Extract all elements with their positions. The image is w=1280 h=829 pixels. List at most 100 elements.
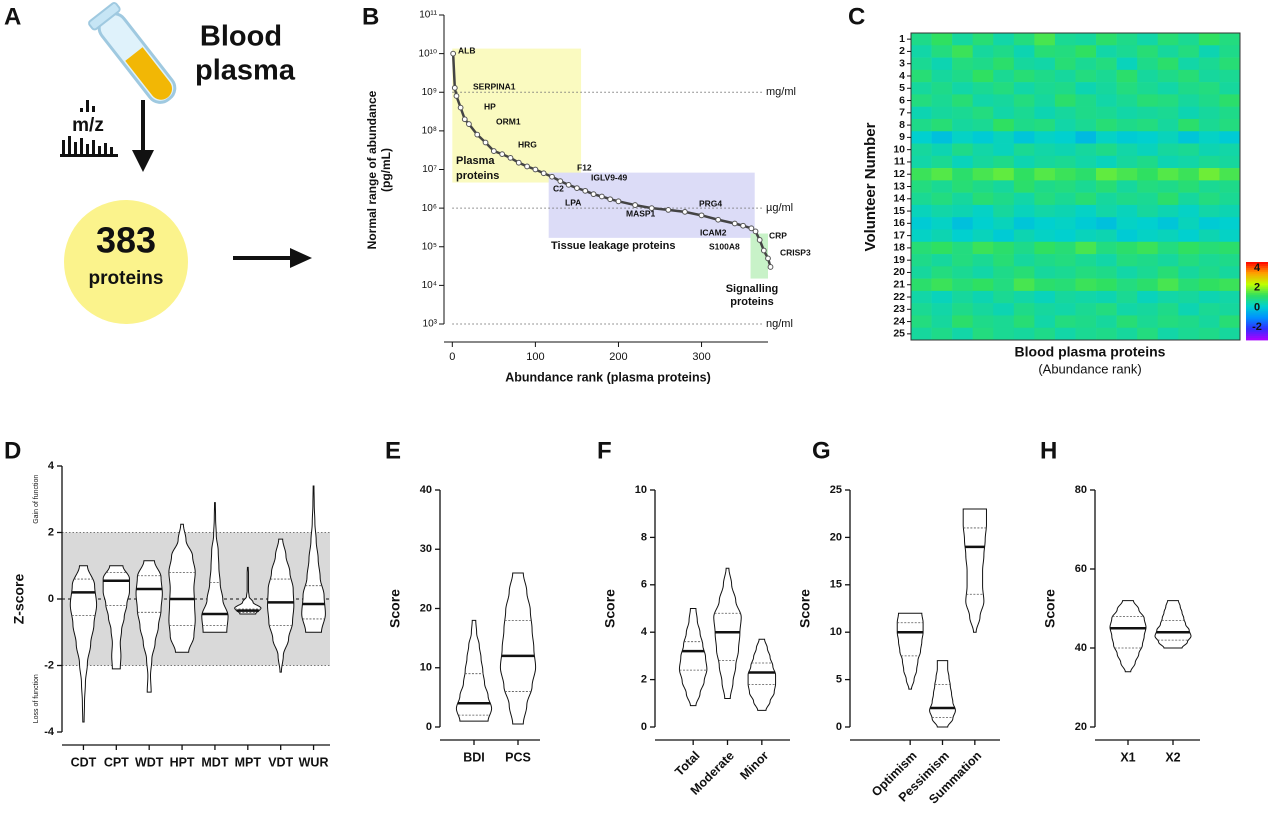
heat-cell (1116, 290, 1138, 304)
heat-cell (1137, 118, 1159, 132)
y-tick-label: 25 (893, 328, 905, 340)
y-tick-label: 6 (899, 94, 905, 106)
heat-cell (1096, 45, 1117, 58)
heat-cell (972, 118, 994, 132)
heat-cell (1198, 229, 1220, 243)
heat-cell (1096, 204, 1117, 218)
point (574, 185, 580, 191)
heat-cell (1075, 33, 1097, 46)
heat-cell (1075, 290, 1097, 304)
heat-cell (1075, 180, 1097, 193)
heat-cell (1198, 303, 1220, 316)
heat-cell (1157, 168, 1179, 181)
violin (929, 660, 956, 728)
heat-cell (931, 82, 953, 95)
heat-cell (1034, 94, 1056, 107)
heat-cell (1198, 241, 1220, 255)
heat-cell (1013, 192, 1035, 206)
heat-cell (1054, 131, 1076, 144)
y-tick-label: 23 (893, 303, 905, 315)
heat-cell (1198, 168, 1220, 181)
heat-cell (1198, 45, 1220, 58)
heat-cell (1219, 82, 1241, 95)
heat-cell (911, 229, 932, 243)
heat-cell (1013, 327, 1035, 341)
colorbar-label: 0 (1254, 301, 1260, 313)
heat-cell (1157, 94, 1179, 107)
heat-cell (931, 69, 953, 83)
heat-cell (911, 241, 932, 255)
heat-cell (1137, 168, 1159, 181)
heat-cell (1054, 278, 1076, 292)
heat-cell (1157, 143, 1179, 157)
heat-cell (952, 254, 973, 267)
region-label: Signalling (726, 283, 779, 295)
side-label: Gain of function (33, 475, 40, 524)
heat-cell (1178, 204, 1200, 218)
point (590, 191, 597, 198)
heat-cell (1219, 217, 1241, 230)
heat-cell (1054, 180, 1076, 193)
colorbar-step (1246, 308, 1268, 312)
heat-cell (1054, 241, 1076, 255)
y-tick-label: 21 (893, 279, 905, 291)
heat-cell (931, 94, 953, 107)
colorbar-step (1246, 310, 1268, 314)
heat-cell (1178, 278, 1200, 292)
heat-cell (1054, 204, 1076, 218)
heat-cell (1034, 204, 1056, 218)
heat-cell (1137, 217, 1159, 230)
heat-cell (1096, 155, 1117, 169)
heat-cell (1034, 106, 1056, 120)
heat-cell (931, 57, 953, 71)
heat-cell (1219, 131, 1241, 144)
heat-cell (1034, 155, 1056, 169)
heat-cell (972, 131, 994, 144)
heat-cell (1013, 290, 1035, 304)
x-tick-label: 300 (692, 351, 710, 363)
heat-cell (1178, 94, 1200, 107)
heat-cell (1219, 33, 1241, 46)
heat-cell (952, 217, 973, 230)
heat-cell (1034, 303, 1056, 316)
y-tick-label: 15 (830, 579, 842, 591)
colorbar-step (1246, 304, 1268, 308)
violin (69, 565, 98, 723)
point (549, 173, 555, 180)
reference-label: mg/ml (766, 86, 796, 98)
y-tick-label: 0 (836, 721, 842, 733)
heat-cell (1178, 241, 1200, 255)
y-tick-label: 2 (641, 674, 647, 686)
heat-cell (972, 106, 994, 120)
heat-cell (952, 290, 973, 304)
heat-cell (1034, 229, 1056, 243)
heat-cell (931, 303, 953, 316)
heat-cell (972, 229, 994, 243)
colorbar-step (1246, 262, 1268, 265)
heat-cell (1116, 118, 1138, 132)
point (648, 205, 655, 212)
y-tick-label: 7 (899, 107, 905, 119)
heat-cell (1157, 45, 1179, 58)
point (698, 212, 705, 219)
heat-cell (972, 266, 994, 279)
heat-cell (1198, 82, 1220, 95)
y-tick-label: 14 (893, 193, 905, 205)
heat-cell (1075, 315, 1097, 329)
heat-cell (931, 254, 953, 267)
heat-cell (1054, 229, 1076, 243)
heat-cell (1219, 143, 1241, 157)
heat-cell (1219, 241, 1241, 255)
heat-cell (1054, 254, 1076, 267)
heat-cell (1096, 192, 1117, 206)
y-tick-label: 10 (420, 662, 432, 674)
heat-cell (1075, 229, 1097, 243)
y-tick-label: 10 (635, 484, 647, 496)
point (748, 225, 755, 232)
point (474, 131, 481, 138)
colorbar-step (1246, 299, 1268, 302)
heat-cell (972, 69, 994, 83)
heat-cell (1034, 118, 1056, 132)
heat-cell (1075, 45, 1097, 58)
